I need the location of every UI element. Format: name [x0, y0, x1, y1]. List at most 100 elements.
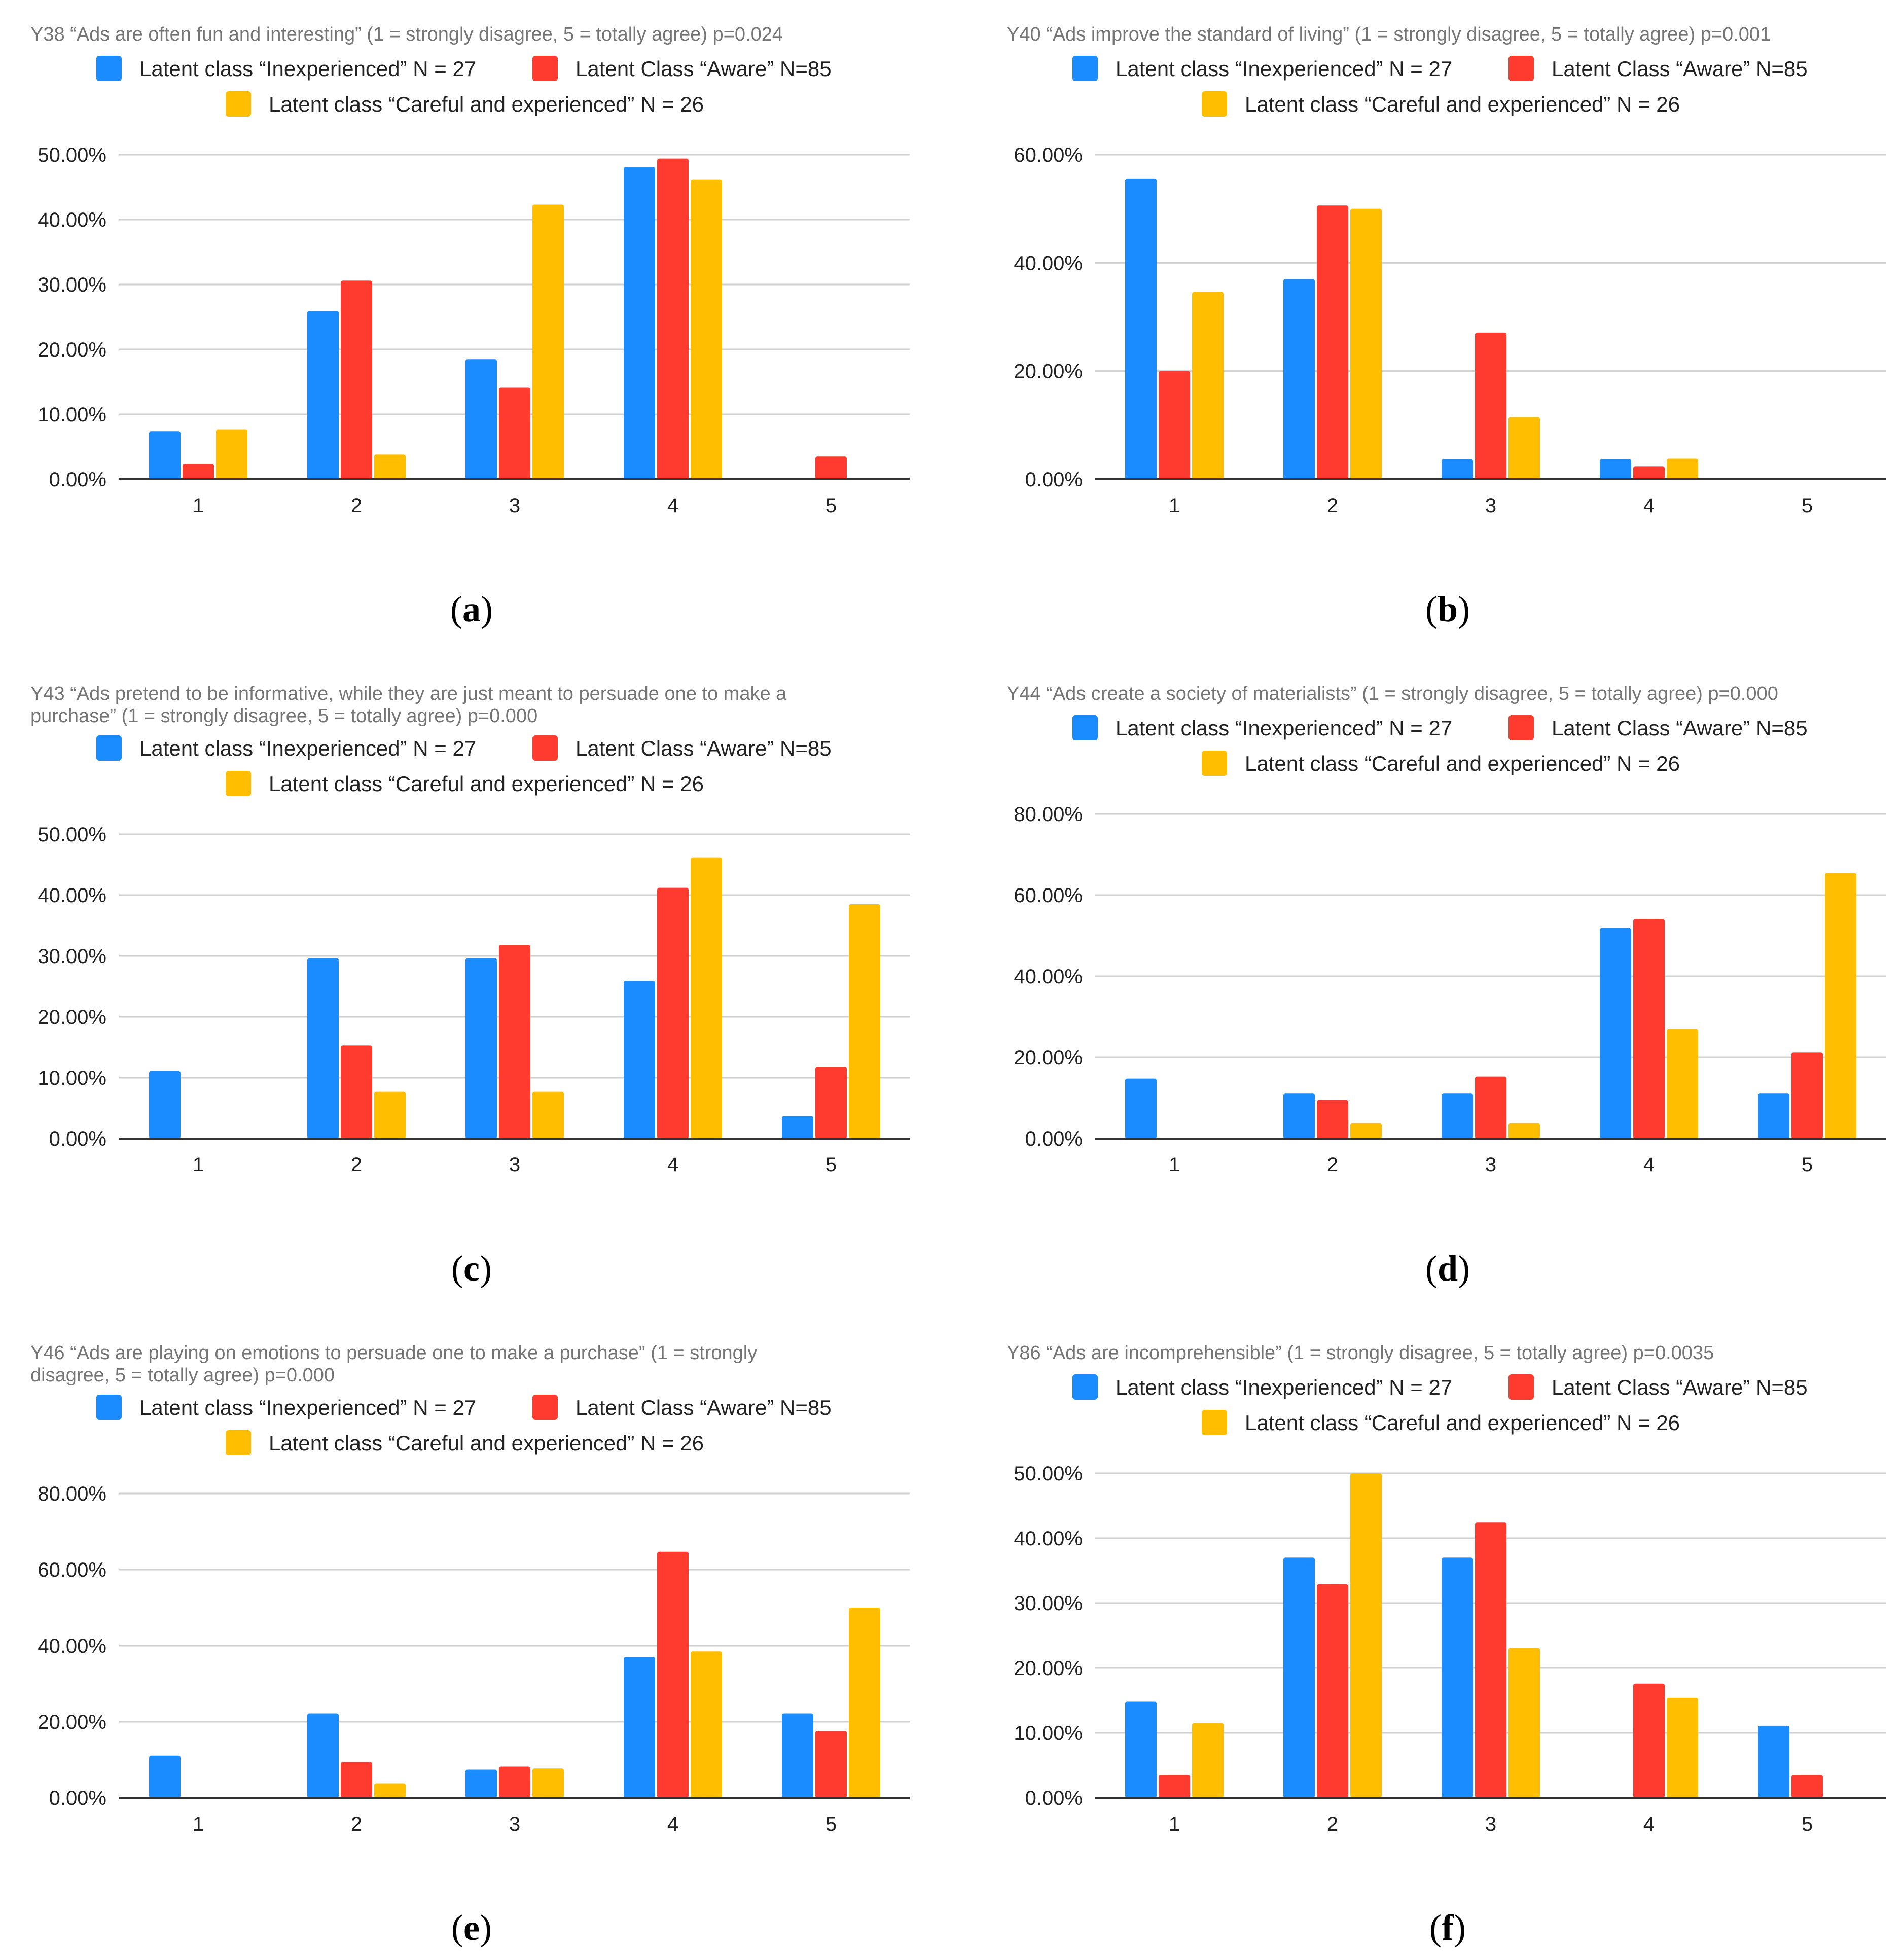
y-tick-label: 40.00% [1014, 966, 1083, 988]
bar-aware-cat-2 [1317, 1584, 1348, 1798]
legend-swatch-aware [1508, 1374, 1534, 1400]
bar-inexperienced-cat-2 [307, 958, 339, 1139]
bar-aware-cat-5 [1791, 1052, 1823, 1139]
bar-inexperienced-cat-2 [1283, 1093, 1315, 1139]
bar-careful-cat-2 [1350, 1473, 1382, 1798]
bar-inexperienced-cat-2 [307, 311, 339, 479]
legend-entry-careful: Latent class “Careful and experienced” N… [269, 1431, 704, 1455]
y-tick-label: 40.00% [1014, 252, 1083, 274]
bar-inexperienced-cat-5 [782, 1116, 813, 1139]
x-tick-label: 1 [193, 1154, 204, 1176]
bar-inexperienced-cat-3 [465, 359, 497, 479]
legend-entry-aware: Latent Class “Aware” N=85 [576, 736, 832, 760]
legend-swatch-inexperienced [1072, 1374, 1098, 1400]
bar-careful-cat-2 [374, 1783, 406, 1798]
panel-label: (b) [1425, 589, 1470, 629]
bar-careful-cat-3 [532, 1091, 564, 1139]
y-tick-label: 60.00% [1014, 884, 1083, 907]
bar-inexperienced-cat-4 [1600, 928, 1631, 1139]
legend-swatch-aware [1508, 715, 1534, 740]
chart-title-line: Y38 “Ads are often fun and interesting” … [30, 24, 783, 45]
bar-aware-cat-3 [499, 1766, 530, 1798]
bar-aware-cat-1 [183, 464, 214, 479]
x-tick-label: 5 [1802, 1813, 1813, 1835]
bar-careful-cat-4 [691, 857, 722, 1139]
y-tick-label: 0.00% [1025, 469, 1083, 491]
bar-aware-cat-4 [657, 1551, 689, 1798]
y-tick-label: 40.00% [38, 209, 106, 231]
bar-inexperienced-cat-1 [149, 1071, 181, 1139]
legend-swatch-careful [1202, 1410, 1227, 1435]
chart-title-line: Y86 “Ads are incomprehensible” (1 = stro… [1007, 1342, 1714, 1364]
bar-aware-cat-2 [341, 1762, 372, 1798]
y-tick-label: 30.00% [1014, 1592, 1083, 1615]
x-tick-label: 3 [509, 494, 520, 517]
y-tick-label: 20.00% [38, 1711, 106, 1733]
chart-title-line: Y44 “Ads create a society of materialist… [1007, 683, 1778, 704]
y-tick-label: 50.00% [1014, 1463, 1083, 1485]
bar-careful-cat-3 [1508, 1123, 1540, 1139]
legend-entry-careful: Latent class “Careful and experienced” N… [269, 92, 704, 116]
x-tick-label: 2 [351, 494, 362, 517]
bar-careful-cat-4 [691, 1651, 722, 1798]
bar-inexperienced-cat-1 [149, 1755, 181, 1798]
y-tick-label: 0.00% [49, 469, 106, 491]
x-tick-label: 4 [667, 1154, 678, 1176]
y-tick-label: 50.00% [38, 144, 106, 166]
bar-inexperienced-cat-5 [782, 1713, 813, 1798]
legend-swatch-aware [532, 1395, 558, 1420]
panel-label: (d) [1425, 1248, 1470, 1289]
legend-swatch-careful [226, 91, 251, 117]
bar-inexperienced-cat-5 [1758, 1093, 1789, 1139]
panel-label: (c) [451, 1248, 492, 1289]
legend-entry-careful: Latent class “Careful and experienced” N… [1245, 92, 1680, 116]
legend-swatch-inexperienced [96, 735, 122, 761]
legend-entry-inexperienced: Latent class “Inexperienced” N = 27 [1116, 716, 1452, 740]
legend-entry-inexperienced: Latent class “Inexperienced” N = 27 [1116, 1375, 1452, 1399]
y-tick-label: 10.00% [38, 404, 106, 426]
bar-careful-cat-3 [532, 1768, 564, 1798]
x-tick-label: 2 [351, 1154, 362, 1176]
chart-title-line: disagree, 5 = totally agree) p=0.000 [30, 1365, 335, 1386]
bar-inexperienced-cat-3 [1442, 1557, 1473, 1798]
x-tick-label: 3 [1485, 1813, 1496, 1835]
bar-aware-cat-3 [499, 387, 530, 479]
y-tick-label: 40.00% [1014, 1527, 1083, 1550]
bar-aware-cat-4 [1633, 1683, 1665, 1798]
bar-inexperienced-cat-2 [1283, 1557, 1315, 1798]
bar-careful-cat-2 [1350, 1123, 1382, 1139]
y-tick-label: 0.00% [1025, 1787, 1083, 1809]
bar-careful-cat-5 [849, 904, 880, 1139]
chart-panel-d: Y44 “Ads create a society of materialist… [1007, 683, 1886, 1289]
y-tick-label: 20.00% [1014, 361, 1083, 383]
bar-careful-cat-4 [1667, 1029, 1698, 1139]
y-tick-label: 40.00% [38, 884, 106, 907]
x-tick-label: 3 [1485, 494, 1496, 517]
legend-entry-aware: Latent Class “Aware” N=85 [1552, 716, 1808, 740]
x-tick-label: 2 [1327, 1154, 1338, 1176]
bar-aware-cat-1 [1159, 371, 1190, 479]
legend-entry-inexperienced: Latent class “Inexperienced” N = 27 [1116, 57, 1452, 81]
bar-aware-cat-2 [341, 1045, 372, 1139]
bar-inexperienced-cat-4 [624, 1657, 655, 1798]
panel-label: (f) [1429, 1907, 1466, 1948]
bar-careful-cat-3 [532, 204, 564, 479]
legend-swatch-aware [1508, 56, 1534, 81]
x-tick-label: 4 [1643, 1154, 1655, 1176]
y-tick-label: 20.00% [38, 339, 106, 361]
bar-careful-cat-5 [849, 1608, 880, 1798]
y-tick-label: 40.00% [38, 1635, 106, 1657]
y-tick-label: 0.00% [49, 1787, 106, 1809]
bar-careful-cat-1 [216, 429, 247, 479]
chart-title-line: Y43 “Ads pretend to be informative, whil… [30, 683, 787, 704]
legend-swatch-inexperienced [96, 1395, 122, 1420]
bar-inexperienced-cat-3 [465, 958, 497, 1139]
legend-swatch-aware [532, 56, 558, 81]
bar-aware-cat-3 [1475, 1522, 1506, 1798]
y-tick-label: 80.00% [1014, 803, 1083, 826]
x-tick-label: 1 [1169, 1154, 1180, 1176]
bar-inexperienced-cat-4 [624, 981, 655, 1139]
x-tick-label: 5 [825, 1813, 837, 1835]
bar-aware-cat-3 [1475, 1076, 1506, 1139]
x-tick-label: 4 [1643, 494, 1655, 517]
